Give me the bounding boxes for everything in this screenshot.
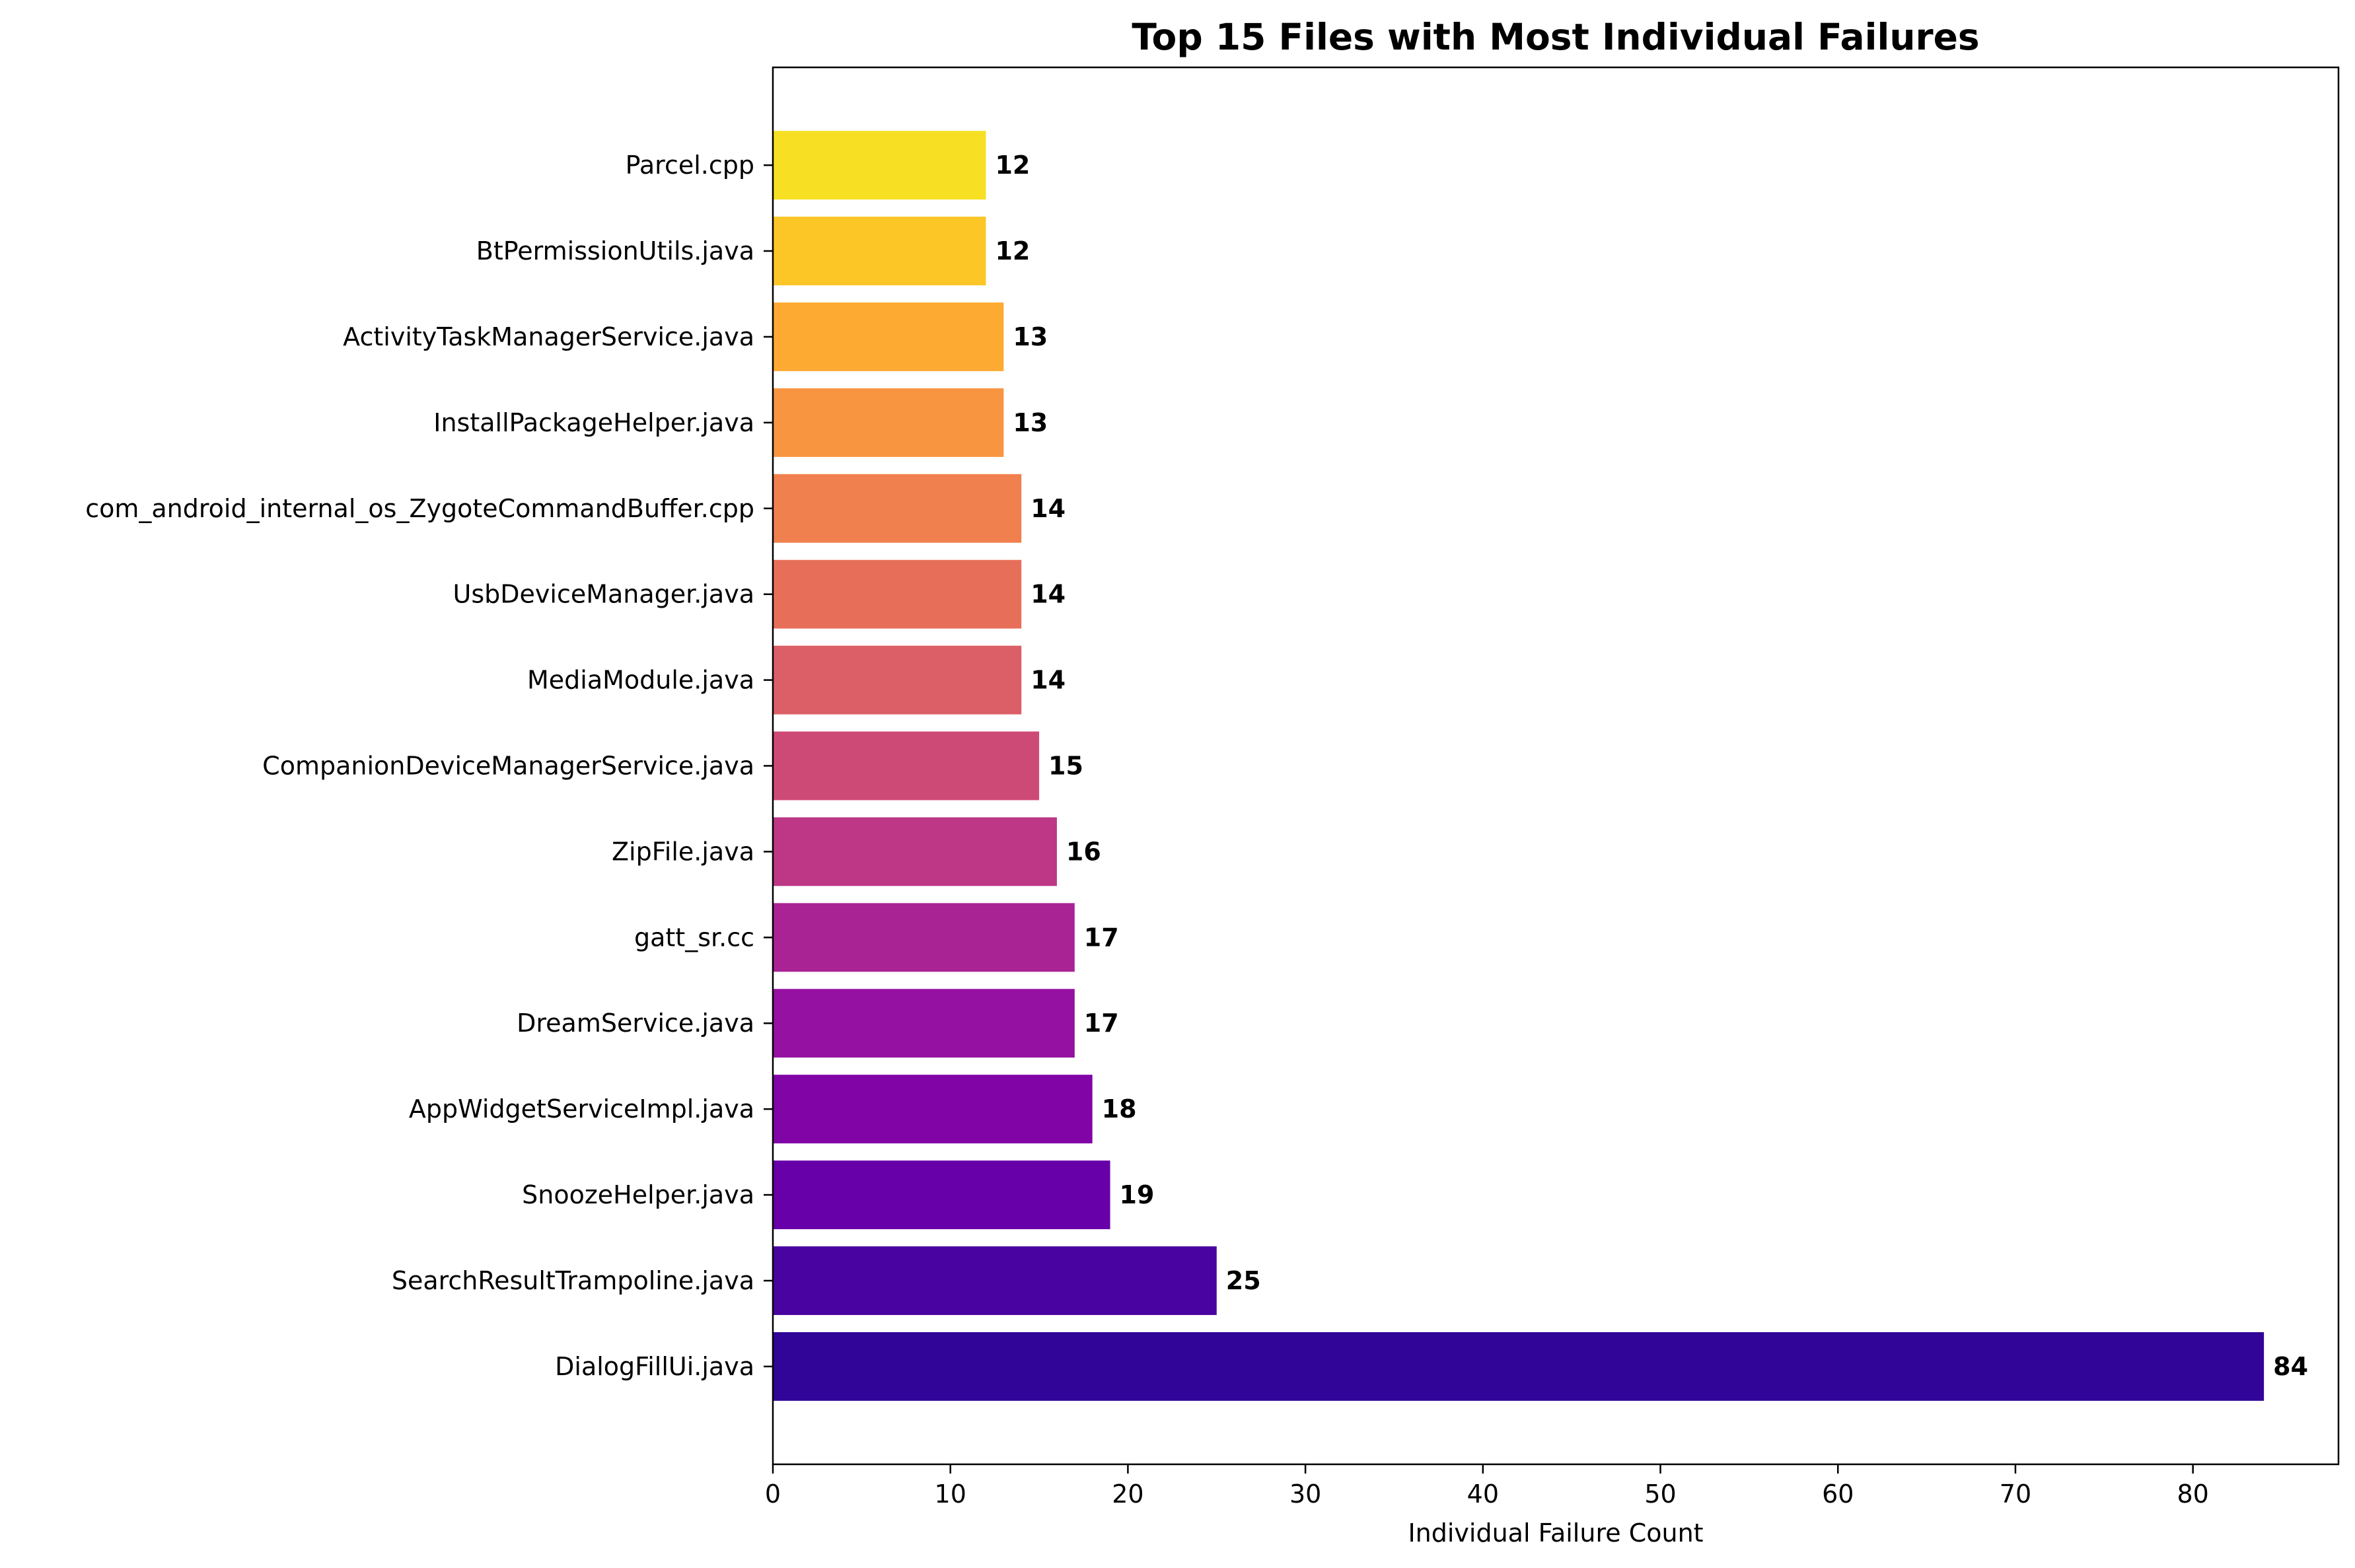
y-tick-label-6: ZipFile.java <box>612 837 754 866</box>
bar-8 <box>773 645 1022 715</box>
bar-value-label-14: 12 <box>995 151 1030 180</box>
bar-14 <box>773 131 986 200</box>
bars-layer: 84 25 19 18 17 17 16 15 14 14 14 13 13 12 12 <box>773 131 2308 1401</box>
bar-12 <box>773 302 1004 371</box>
x-tick-label-1: 10 <box>935 1479 966 1509</box>
y-tick-label-11: InstallPackageHelper.java <box>433 408 754 437</box>
y-tick-label-4: DreamService.java <box>517 1009 754 1038</box>
bar-2 <box>773 1160 1110 1230</box>
bar-value-label-11: 13 <box>1013 408 1048 437</box>
y-tick-label-9: UsbDeviceManager.java <box>453 580 754 609</box>
x-axis-label: Individual Failure Count <box>1408 1518 1703 1548</box>
bar-value-label-9: 14 <box>1031 580 1066 609</box>
y-tick-label-5: gatt_sr.cc <box>634 923 754 952</box>
x-tick-label-7: 70 <box>2000 1479 2031 1509</box>
y-tick-label-8: MediaModule.java <box>527 666 754 695</box>
bar-value-label-7: 15 <box>1048 752 1083 781</box>
x-tick-label-5: 50 <box>1644 1479 1676 1509</box>
x-tick-label-0: 0 <box>765 1479 781 1509</box>
bar-0 <box>773 1332 2264 1401</box>
y-tick-label-0: DialogFillUi.java <box>555 1352 754 1381</box>
x-tick-label-3: 30 <box>1289 1479 1321 1509</box>
bar-value-label-3: 18 <box>1102 1094 1137 1123</box>
y-tick-label-1: SearchResultTrampoline.java <box>392 1266 754 1295</box>
bar-7 <box>773 731 1040 801</box>
y-tick-label-10: com_android_internal_os_ZygoteCommandBuf… <box>85 494 754 523</box>
bar-value-label-8: 14 <box>1031 666 1066 695</box>
plot-frame <box>772 66 2340 1466</box>
bar-value-label-6: 16 <box>1066 837 1101 866</box>
bar-value-label-1: 25 <box>1226 1266 1261 1295</box>
y-tick-label-7: CompanionDeviceManagerService.java <box>262 752 754 781</box>
x-tick-label-8: 80 <box>2177 1479 2208 1509</box>
bar-value-label-12: 13 <box>1013 322 1048 351</box>
bar-value-label-2: 19 <box>1120 1180 1155 1209</box>
bar-13 <box>773 217 986 285</box>
bar-11 <box>773 388 1004 457</box>
bar-value-label-13: 12 <box>995 236 1030 266</box>
y-tick-label-3: AppWidgetServiceImpl.java <box>409 1094 754 1123</box>
x-tick-label-4: 40 <box>1467 1479 1499 1509</box>
x-tick-label-6: 60 <box>1822 1479 1854 1509</box>
y-tick-label-2: SnoozeHelper.java <box>522 1180 754 1209</box>
chart-title: Top 15 Files with Most Individual Failur… <box>1132 16 1979 58</box>
bar-value-label-5: 17 <box>1084 923 1119 952</box>
bar-value-label-4: 17 <box>1084 1009 1119 1038</box>
bar-10 <box>773 474 1022 543</box>
bar-3 <box>773 1075 1093 1144</box>
bar-1 <box>773 1246 1217 1315</box>
y-tick-label-12: ActivityTaskManagerService.java <box>343 322 754 351</box>
bar-value-label-0: 84 <box>2273 1352 2308 1381</box>
bar-9 <box>773 559 1022 629</box>
bar-5 <box>773 903 1075 972</box>
x-tick-label-2: 20 <box>1112 1479 1143 1509</box>
y-tick-label-13: BtPermissionUtils.java <box>476 236 754 266</box>
y-tick-label-14: Parcel.cpp <box>626 151 754 180</box>
bar-4 <box>773 989 1075 1058</box>
axes-layer: DialogFillUi.java SearchResultTrampoline.… <box>85 66 2340 1509</box>
bar-6 <box>773 817 1057 886</box>
bar-value-label-10: 14 <box>1031 494 1066 523</box>
